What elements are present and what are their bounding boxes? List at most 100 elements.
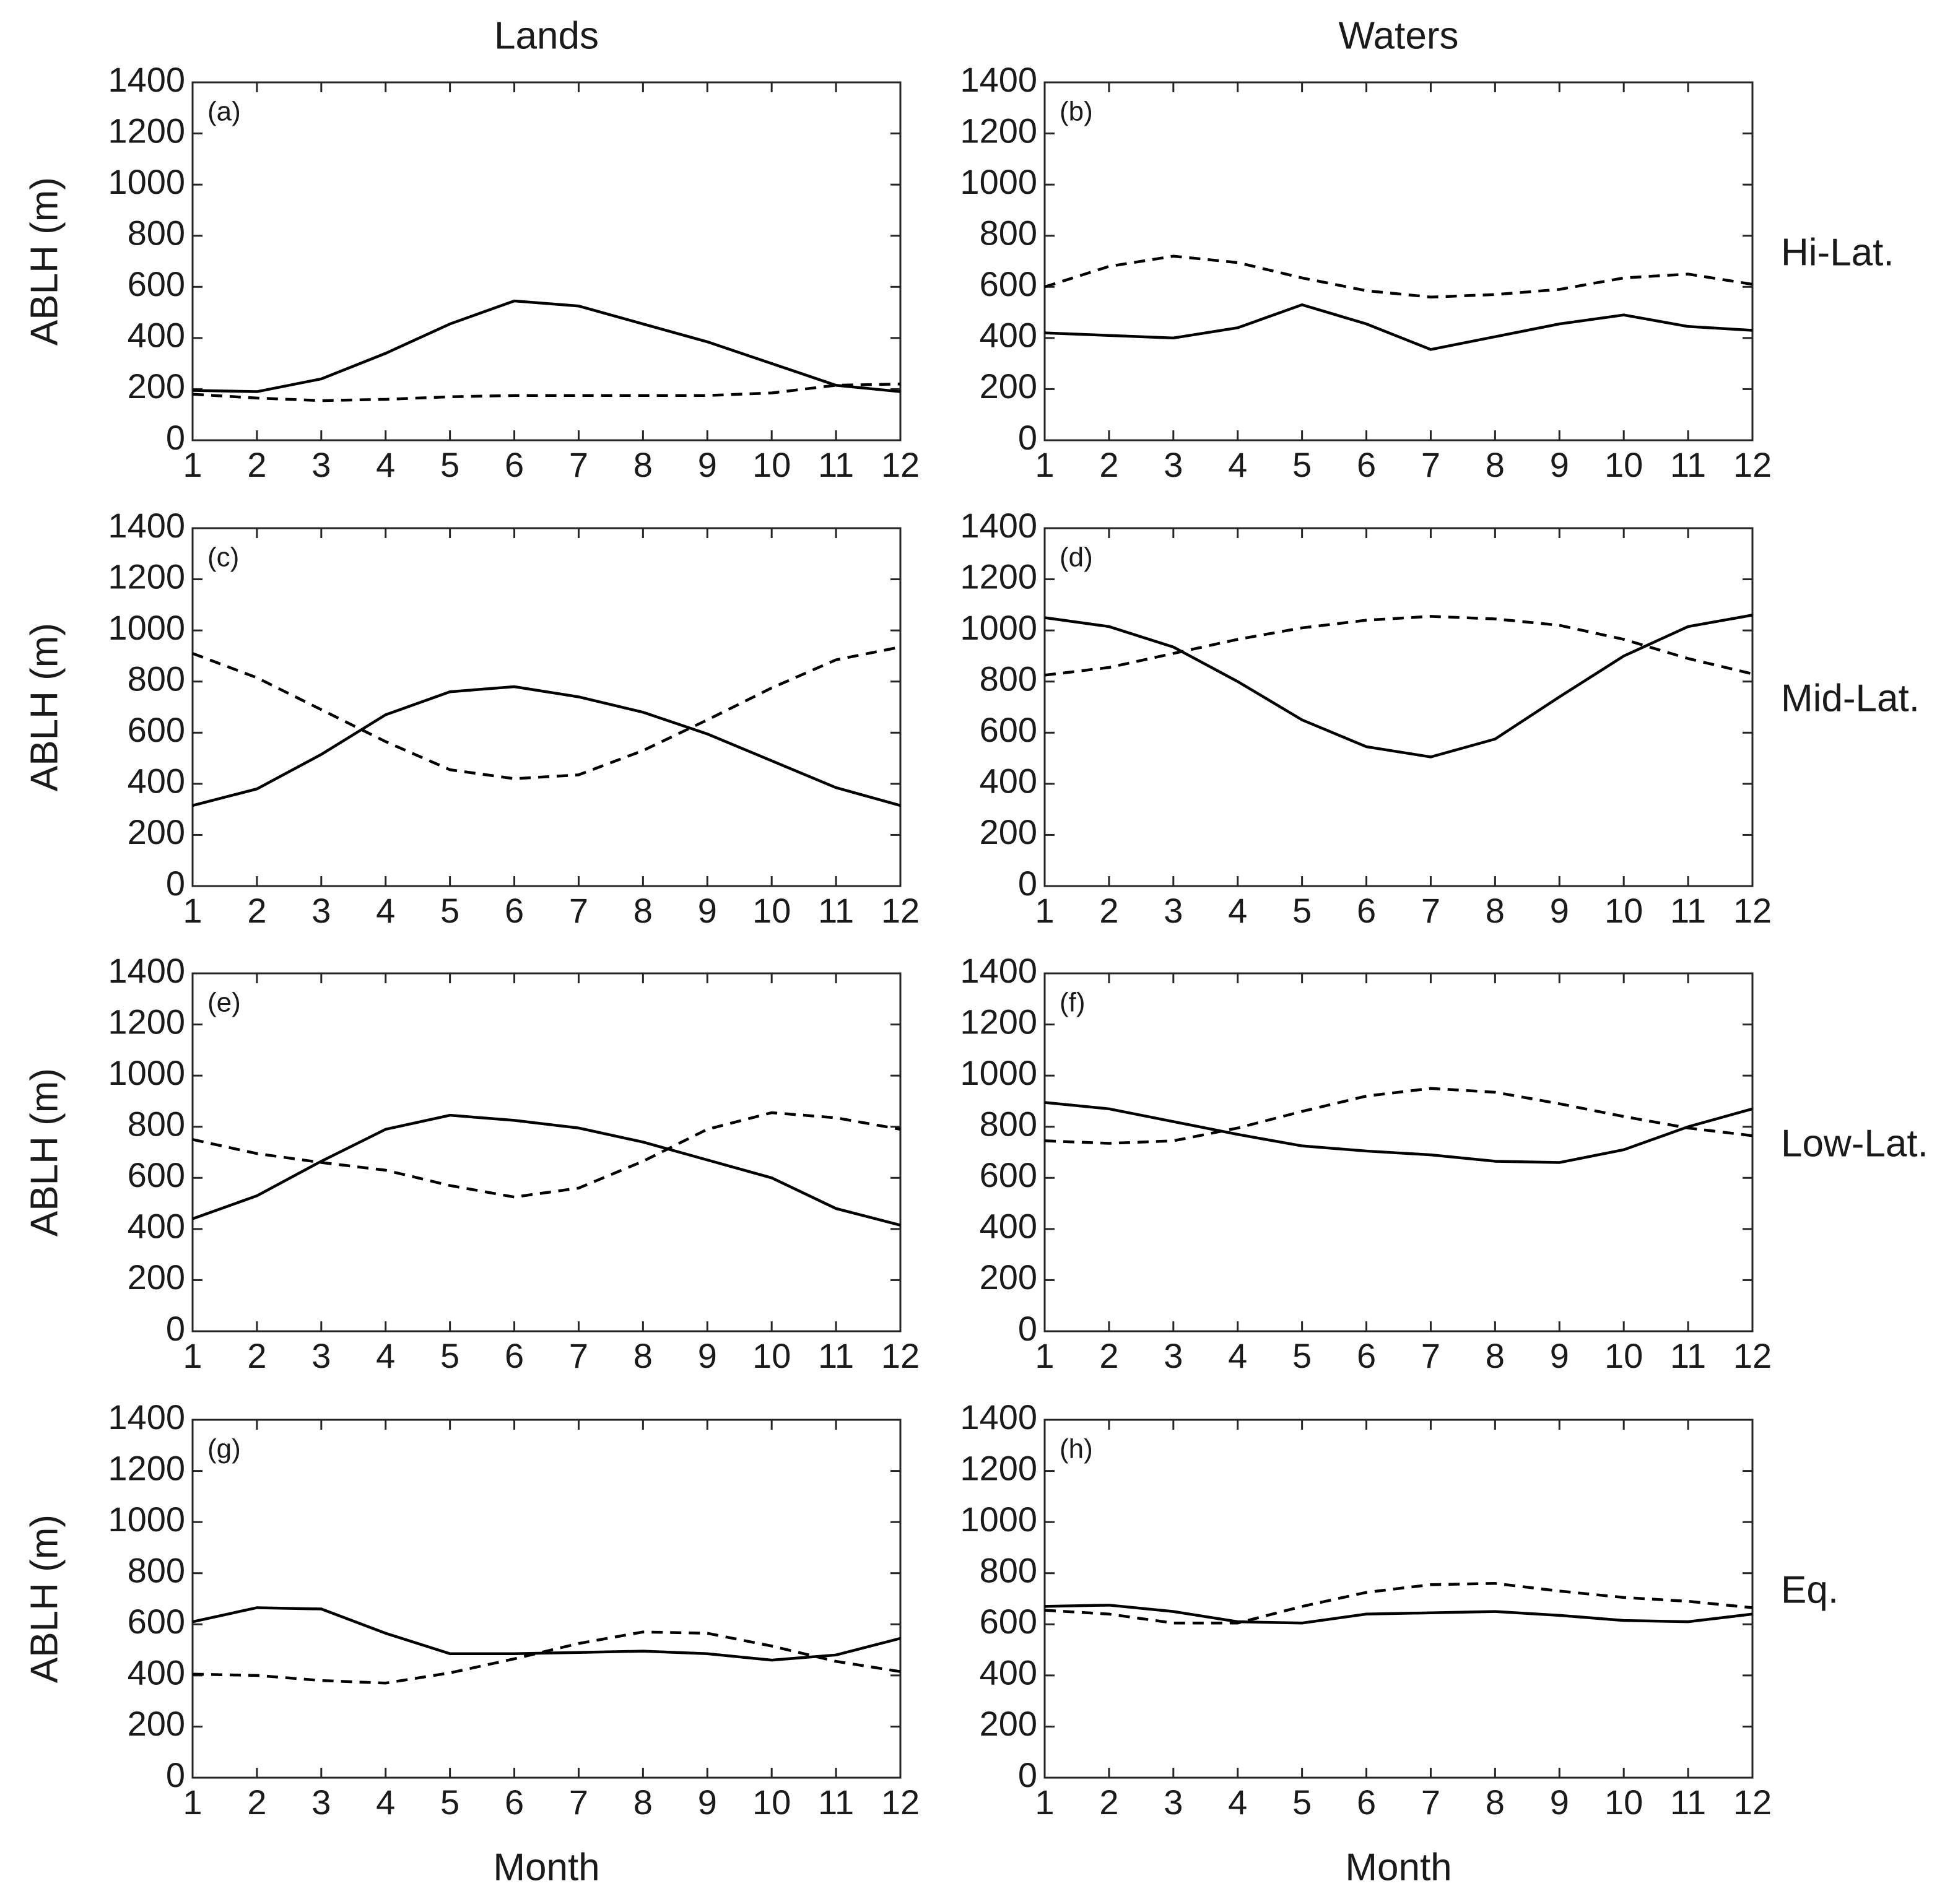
x-tick-label: 1 [1035,445,1054,484]
y-tick-label: 600 [128,1602,185,1641]
y-tick-label: 1400 [960,60,1037,99]
x-tick-label: 11 [1670,1336,1706,1375]
x-tick-label: 8 [633,1336,653,1375]
x-tick-label: 12 [881,1336,920,1375]
y-tick-label: 800 [980,659,1037,698]
x-tick-label: 6 [1357,1783,1376,1822]
x-tick-label: 10 [752,1783,791,1822]
x-tick-label: 3 [311,1336,331,1375]
y-tick-label: 400 [128,762,185,801]
y-tick-label: 200 [128,1704,185,1743]
y-tick-label: 600 [128,1155,185,1194]
x-tick-label: 9 [1550,891,1569,930]
x-tick-label: 11 [1670,891,1706,930]
data-line [192,685,901,807]
panel-label: (f) [1060,988,1086,1018]
row-label: Eq. [1781,1568,1839,1611]
x-tick-label: 1 [183,1336,202,1375]
x-tick-label: 2 [247,445,266,484]
data-line [1044,615,1753,677]
x-tick-label: 9 [698,445,717,484]
x-tick-label: 8 [1486,1783,1505,1822]
axes-box [191,81,902,441]
x-tick-label: 11 [818,1336,854,1375]
y-tick-label: 1200 [960,111,1037,150]
x-tick-label: 9 [1550,445,1569,484]
x-tick-label: 4 [376,1336,395,1375]
y-tick-label: 1000 [108,608,185,647]
x-tick-label: 7 [569,445,588,484]
y-tick-label: 1000 [960,608,1037,647]
x-tick-label: 2 [1099,445,1118,484]
y-tick-label: 200 [128,812,185,851]
x-tick-label: 4 [376,1783,395,1822]
y-tick-label: 0 [1018,864,1037,903]
x-tick-label: 7 [569,1336,588,1375]
x-tick-label: 8 [633,445,653,484]
panel-label: (e) [207,988,241,1018]
data-line [192,299,901,393]
x-tick-label: 2 [1099,1336,1118,1375]
panel-label: (h) [1060,1434,1093,1464]
data-line [1044,1087,1753,1145]
x-tick-label: 1 [183,445,202,484]
y-tick-label: 1200 [108,1002,185,1041]
x-tick-label: 4 [376,445,395,484]
x-tick-label: 12 [1733,1336,1772,1375]
y-tick-label: 0 [166,1755,185,1794]
x-tick-label: 9 [698,1336,717,1375]
y-tick-label: 1400 [960,951,1037,990]
x-tick-label: 9 [698,1783,717,1822]
y-tick-label: 0 [166,864,185,903]
x-tick-label: 12 [1733,445,1772,484]
y-tick-label: 1200 [108,1448,185,1487]
y-tick-label: 600 [128,710,185,749]
x-tick-label: 7 [1421,1783,1440,1822]
axes-box [191,1419,902,1779]
x-tick-label: 3 [1164,1783,1183,1822]
x-tick-label: 6 [505,891,524,930]
y-tick-label: 1400 [108,506,185,545]
x-tick-label: 1 [1035,891,1054,930]
panel-label: (b) [1060,97,1093,127]
x-tick-label: 4 [376,891,395,930]
y-tick-label: 600 [980,1155,1037,1194]
x-tick-label: 5 [440,1783,459,1822]
x-tick-label: 12 [881,445,920,484]
x-tick-label: 6 [1357,1336,1376,1375]
x-tick-label: 10 [1604,1336,1643,1375]
y-tick-label: 1200 [108,111,185,150]
x-tick-label: 8 [1486,1336,1505,1375]
x-tick-label: 9 [698,891,717,930]
x-tick-label: 9 [1550,1336,1569,1375]
y-tick-label: 800 [980,1105,1037,1144]
x-axis-label: Month [1345,1846,1452,1889]
column-title: Lands [494,14,599,57]
y-tick-label: 400 [128,1207,185,1246]
y-tick-label: 600 [980,264,1037,303]
x-tick-label: 7 [569,891,588,930]
x-tick-label: 10 [752,1336,791,1375]
x-tick-label: 6 [1357,445,1376,484]
x-tick-label: 12 [881,891,920,930]
axes-box [191,972,902,1332]
data-line [192,1606,901,1662]
data-line [1044,1101,1753,1164]
y-tick-label: 800 [980,214,1037,253]
x-tick-label: 2 [247,891,266,930]
y-tick-label: 200 [128,367,185,406]
y-tick-label: 400 [128,316,185,355]
data-line [1044,1581,1753,1625]
y-tick-label: 600 [980,1602,1037,1641]
column-title: Waters [1338,14,1458,57]
x-tick-label: 11 [818,891,854,930]
x-tick-label: 12 [1733,891,1772,930]
x-tick-label: 4 [1228,1336,1247,1375]
axes-box [1043,972,1754,1332]
y-tick-label: 0 [1018,1755,1037,1794]
y-tick-label: 1400 [960,506,1037,545]
x-tick-label: 3 [311,891,331,930]
x-tick-label: 2 [247,1336,266,1375]
y-tick-label: 0 [1018,1309,1037,1348]
